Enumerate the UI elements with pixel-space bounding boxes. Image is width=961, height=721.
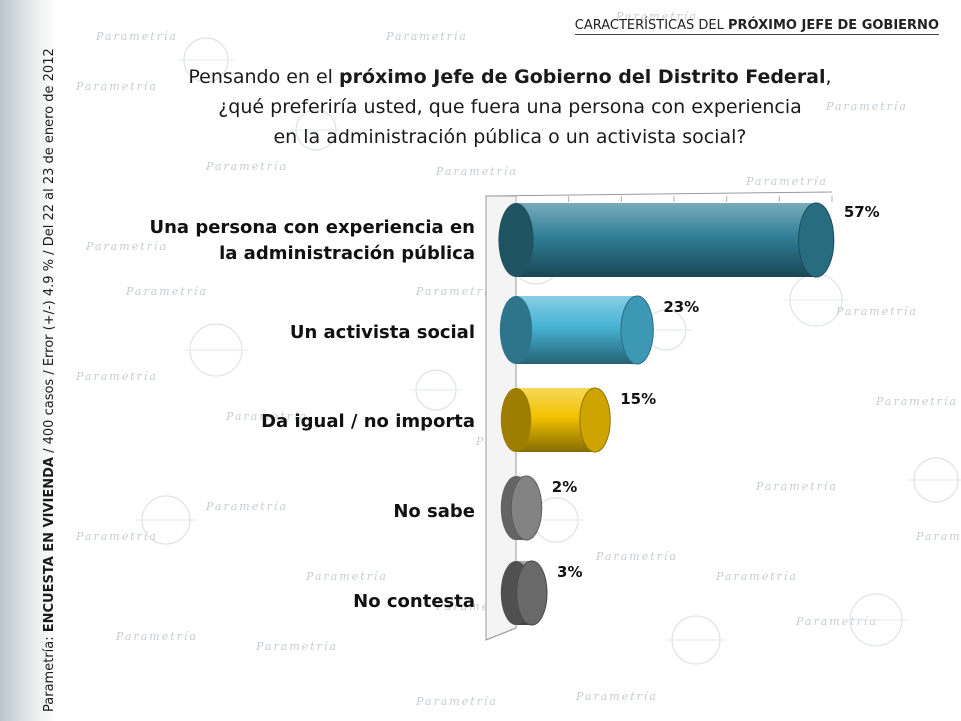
watermark-pattern: Parametría Parametría Parametría Parametría…	[75, 10, 961, 708]
question-line-1-suffix: ,	[825, 66, 832, 88]
bar-end-cap	[579, 387, 611, 453]
bar-body	[516, 203, 817, 277]
sidebar-strip	[0, 0, 56, 721]
category-label-experiencia: Una persona con experiencia en la admini…	[149, 217, 476, 264]
bar-back-cap	[500, 388, 532, 452]
page-header: CARACTERÍSTICAS DEL PRÓXIMO JEFE DE GOBI…	[574, 18, 939, 35]
bar-back-cap	[499, 296, 533, 364]
watermark-word: Parametría	[435, 165, 518, 178]
question-line-3: en la administración pública o un activi…	[273, 126, 747, 148]
question-line-1-bold: próximo Jefe de Gobierno del Distrito Fe…	[339, 66, 826, 88]
watermark-word: Parametría	[875, 395, 958, 408]
bar-end-cap	[620, 295, 654, 365]
watermark-word: Parametría	[385, 30, 468, 43]
bar-back-cap	[498, 203, 534, 277]
watermark-word: Parametría	[715, 570, 798, 583]
watermark-word: Parametría	[95, 30, 178, 43]
watermark-word: Parametría	[225, 410, 308, 423]
watermark-word: Parametría	[85, 240, 168, 253]
bar-3	[500, 475, 543, 541]
watermark-word: Parametría	[825, 100, 908, 113]
category-label-no-sabe: No sabe	[393, 501, 475, 522]
watermark-word: Parametría	[75, 530, 158, 543]
bar-end-cap	[798, 202, 835, 278]
watermark-word: Parametría	[115, 630, 198, 643]
category-label-da-igual: Da igual / no importa	[261, 411, 475, 432]
question-line-2: ¿qué preferiría usted, que fuera una per…	[218, 96, 802, 118]
value-label-no-contesta: 3%	[557, 563, 583, 581]
value-label-experiencia: 57%	[843, 203, 880, 221]
watermark-word: Parametría	[205, 500, 288, 513]
watermark-word: Parametría	[795, 615, 878, 628]
watermark-word: Parametría	[255, 640, 338, 653]
bar-end-cap	[516, 560, 548, 626]
bar-0	[498, 202, 835, 278]
bar-2	[500, 387, 611, 453]
watermark-word: Parametría	[835, 305, 918, 318]
bar-4	[500, 560, 548, 626]
watermark-word: Parametría	[615, 10, 698, 23]
bar-1	[499, 295, 654, 365]
value-label-activista: 23%	[663, 298, 700, 316]
category-label-activista: Un activista social	[289, 322, 475, 343]
watermark-word: Parametría	[415, 695, 498, 708]
bar-body	[516, 296, 638, 364]
watermark-word: Parametría	[745, 175, 828, 188]
watermark-word: Parametría	[125, 285, 208, 298]
watermark-word: Parametría	[755, 480, 838, 493]
header-title-bold: PRÓXIMO JEFE DE GOBIERNO	[728, 18, 939, 33]
watermark-word: Parametría	[595, 550, 678, 563]
value-label-da-igual: 15%	[620, 390, 657, 408]
chart-top-edge	[485, 191, 833, 197]
question-text: Pensando en el próximo Jefe de Gobierno …	[180, 62, 840, 152]
watermark-word: Parametría	[305, 570, 388, 583]
watermark-word: Parametría	[415, 285, 498, 298]
category-label-no-contesta: No contesta	[353, 591, 475, 612]
header-title-prefix: CARACTERÍSTICAS DEL	[574, 18, 728, 33]
watermark-word: Parametría	[75, 370, 158, 383]
question-line-1: Pensando en el próximo Jefe de Gobierno …	[180, 62, 840, 92]
chart-bottom-edge	[485, 627, 517, 641]
watermark-word: Parametría	[205, 160, 288, 173]
value-label-no-sabe: 2%	[551, 478, 578, 496]
watermark-word: Parametría	[575, 690, 658, 703]
watermark-word: Parametría	[75, 80, 158, 93]
bar-end-cap	[510, 475, 543, 541]
watermark-word: Parametría	[915, 530, 961, 543]
question-line-1-prefix: Pensando en el	[188, 66, 340, 88]
